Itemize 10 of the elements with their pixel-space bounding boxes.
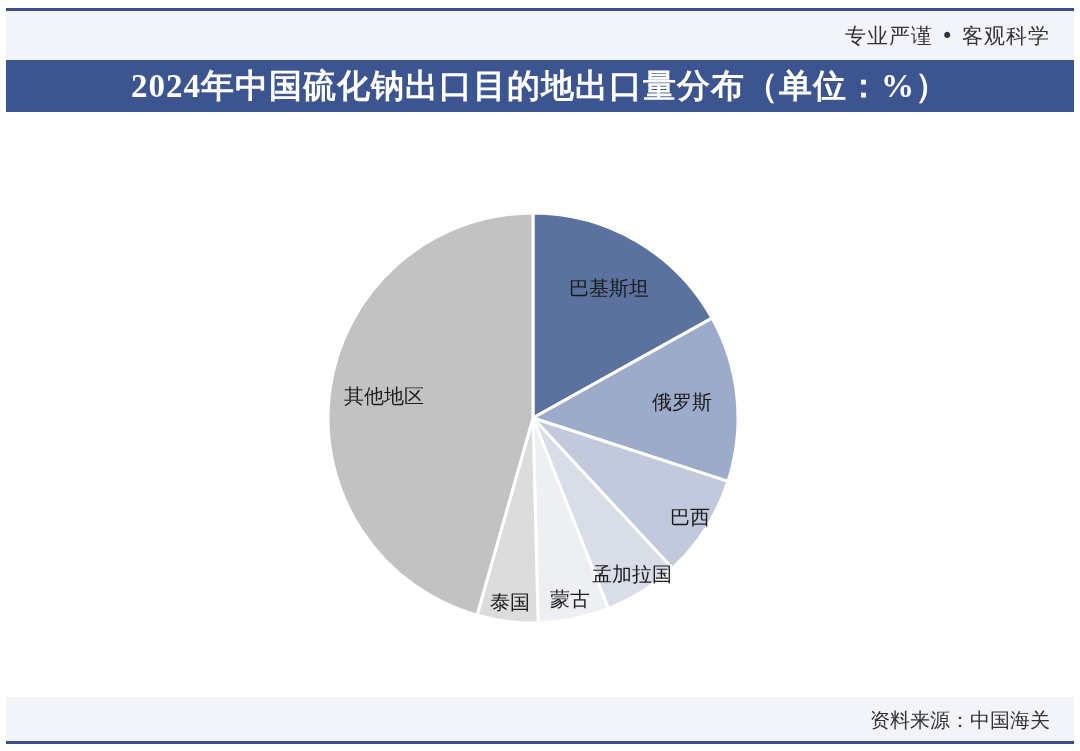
chart-title: 2024年中国硫化钠出口目的地出口量分布（单位：%） [131, 66, 949, 106]
slice-label: 泰国 [489, 589, 530, 614]
slice-label: 巴西 [669, 505, 710, 530]
slice-label: 其他地区 [344, 384, 425, 409]
slice-label: 巴基斯坦 [568, 275, 649, 300]
slice-label: 孟加拉国 [592, 562, 673, 587]
slice-label: 蒙古 [550, 587, 591, 612]
text: 资料来源：中国海关 [870, 707, 1050, 734]
slice-label: 俄罗斯 [652, 390, 713, 415]
text: 专业严谨 • 客观科学 [845, 23, 1050, 50]
